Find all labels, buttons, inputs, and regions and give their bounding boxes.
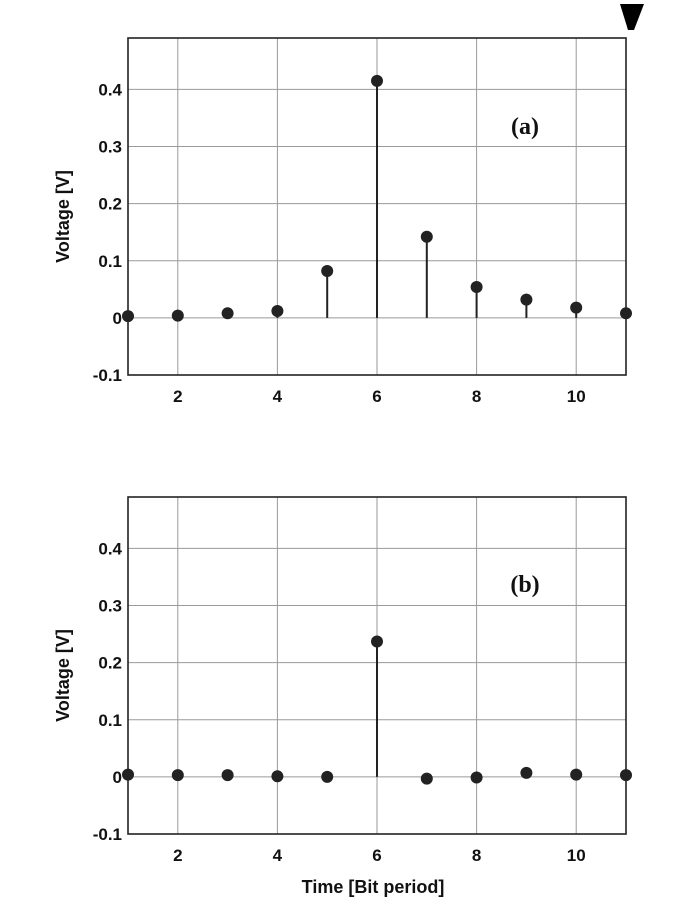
panel-label: (b) (510, 572, 539, 598)
stem-marker (221, 307, 234, 320)
y-tick-label: 0.2 (98, 654, 122, 673)
stem-marker (171, 769, 184, 782)
stems (122, 74, 632, 323)
y-tick-label: 0.4 (98, 539, 122, 558)
y-tick-label: 0.3 (98, 138, 122, 157)
chart-panel-a: -0.1 0 0.1 0.2 0.3 0.4 2 4 6 8 10 Voltage [V] (a) (53, 37, 632, 406)
y-tick-labels: -0.1 0 0.1 0.2 0.3 0.4 (93, 539, 123, 844)
y-tick-label: 0.1 (98, 711, 122, 730)
stem-marker (271, 770, 284, 783)
y-tick-labels: -0.1 0 0.1 0.2 0.3 0.4 (93, 80, 123, 385)
stem-marker (371, 74, 383, 87)
y-tick-label: 0.4 (98, 80, 122, 99)
stem-marker (271, 305, 284, 318)
x-tick-label: 2 (173, 387, 182, 406)
y-tick-label: -0.1 (93, 825, 122, 844)
x-tick-label: 8 (472, 387, 481, 406)
stem-marker (520, 293, 533, 306)
stem-marker (321, 770, 334, 783)
stems (122, 635, 632, 785)
x-tick-label: 4 (273, 387, 283, 406)
x-tick-label: 10 (567, 387, 586, 406)
stem-marker (221, 769, 234, 782)
stem-marker (470, 281, 483, 294)
stem-marker (570, 768, 583, 781)
stem-marker (321, 265, 334, 278)
stem-marker (470, 771, 483, 784)
corner-mark (620, 4, 644, 30)
x-tick-label: 2 (173, 846, 182, 865)
y-tick-label: 0.3 (98, 597, 122, 616)
stem-marker (171, 309, 184, 322)
plot-frame (127, 37, 627, 376)
stem-marker (420, 230, 433, 243)
plot-frame (127, 496, 627, 835)
y-tick-label: -0.1 (93, 366, 122, 385)
x-tick-labels: 2 4 6 8 10 (173, 387, 586, 406)
x-tick-label: 10 (567, 846, 586, 865)
y-tick-label: 0.1 (98, 252, 122, 271)
y-tick-label: 0 (113, 309, 122, 328)
y-tick-label: 0.2 (98, 195, 122, 214)
stem-marker (520, 766, 533, 779)
x-tick-label: 4 (273, 846, 283, 865)
x-axis-label: Time [Bit period] (302, 877, 445, 897)
y-tick-label: 0 (113, 768, 122, 787)
stem-marker (570, 301, 583, 314)
stem-marker (371, 635, 383, 648)
x-tick-label: 6 (372, 846, 381, 865)
chart-panel-b: -0.1 0 0.1 0.2 0.3 0.4 2 4 6 8 10 Voltage [V] Tim… (53, 496, 632, 897)
y-axis-label: Voltage [V] (53, 629, 73, 722)
x-tick-label: 6 (372, 387, 381, 406)
y-axis-label: Voltage [V] (53, 170, 73, 263)
panel-label: (a) (511, 114, 539, 140)
x-tick-label: 8 (472, 846, 481, 865)
x-tick-labels: 2 4 6 8 10 (173, 846, 586, 865)
stem-marker (420, 772, 433, 785)
